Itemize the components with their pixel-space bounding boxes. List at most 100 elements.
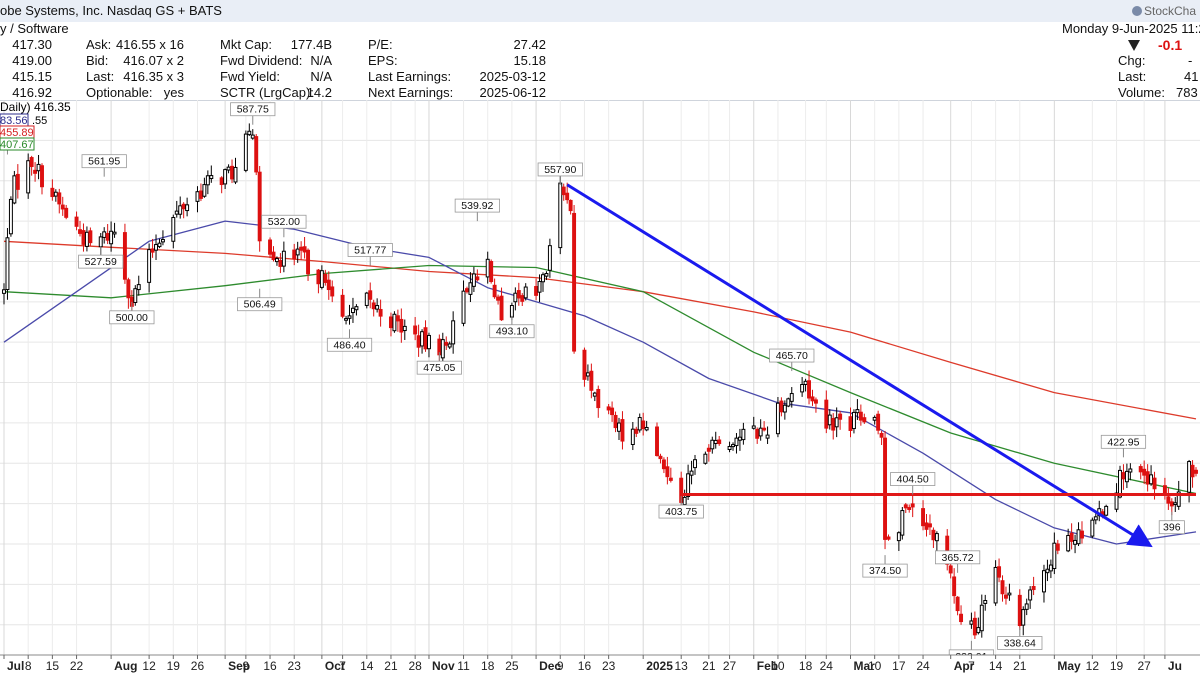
x-tick-label: 26	[191, 659, 205, 673]
candle-up	[226, 166, 231, 171]
candle-down	[330, 286, 335, 297]
ma100-line	[3, 264, 1197, 495]
eps-value: 15.18	[513, 53, 546, 68]
candle-up	[1187, 461, 1192, 493]
candle-down	[278, 260, 283, 267]
candle-down	[1017, 594, 1022, 627]
candle-down	[299, 246, 304, 251]
x-tick-label: 21	[1013, 659, 1027, 673]
candle-up	[247, 130, 252, 136]
x-tick-label: 8	[25, 659, 32, 673]
candle-down	[1166, 496, 1171, 504]
candle-up	[782, 404, 787, 413]
candle-down	[122, 232, 127, 280]
candle-down	[64, 207, 69, 218]
price-annotation: 338.64	[1004, 637, 1036, 649]
mktcap-value: 177.4B	[290, 37, 332, 52]
candle-down	[1142, 468, 1147, 476]
candle-down	[105, 233, 110, 241]
candle-down	[444, 341, 449, 346]
annotation-box	[454, 198, 500, 213]
candle-down	[779, 400, 784, 413]
candle-up	[834, 417, 839, 428]
x-tick-label: 14	[989, 659, 1003, 673]
annotation-box	[537, 162, 583, 177]
candle-up	[872, 416, 877, 421]
candle-down	[423, 327, 428, 350]
candle-up	[689, 470, 694, 476]
candle-up	[934, 533, 939, 542]
x-tick-label: May	[1057, 659, 1081, 673]
candle-up	[12, 175, 17, 204]
x-tick-label: 7	[339, 659, 346, 673]
candle-up	[851, 411, 856, 430]
moving-average-layer	[3, 220, 1197, 545]
candle-up	[1090, 519, 1095, 537]
candle-up	[205, 175, 210, 186]
candle-up	[440, 339, 445, 359]
candle-up	[354, 306, 359, 311]
candle-down	[1069, 532, 1074, 542]
candle-up	[786, 398, 791, 407]
down-arrow-icon	[1128, 40, 1140, 51]
candle-up	[364, 292, 369, 306]
candle-up	[737, 436, 742, 441]
candle-down	[706, 447, 711, 452]
candle-down	[388, 316, 393, 329]
candle-down	[126, 279, 131, 299]
price-annotation: 396	[1163, 522, 1181, 534]
ma-value-tag-1: 83.56	[0, 113, 29, 127]
candle-up	[713, 439, 718, 444]
annotation-box	[1100, 434, 1147, 449]
candle-up	[900, 510, 905, 536]
candle-up	[178, 205, 183, 215]
candle-down	[1000, 580, 1005, 595]
candle-down	[40, 165, 44, 188]
candle-up	[547, 245, 552, 271]
candle-down	[1055, 543, 1060, 551]
x-tick-label: 11	[457, 659, 470, 673]
candle-down	[952, 576, 957, 597]
candle-down	[268, 239, 273, 255]
annotation-box	[769, 348, 815, 363]
candle-up	[171, 217, 176, 242]
candle-up	[427, 334, 431, 350]
candle-up	[154, 244, 158, 251]
x-tick-label: 23	[602, 659, 616, 673]
candle-up	[1007, 592, 1012, 596]
candle-down	[661, 459, 666, 470]
candle-down	[810, 396, 815, 402]
candle-down	[1194, 469, 1198, 474]
candle-up	[26, 160, 31, 194]
candle-up	[209, 175, 214, 180]
candle-up	[102, 231, 107, 238]
candle-down	[413, 325, 418, 335]
annotation-box	[997, 636, 1043, 650]
candle-up	[1024, 603, 1029, 610]
annotation-box	[489, 324, 535, 339]
candle-down	[198, 190, 203, 199]
candle-up	[558, 182, 563, 249]
x-tick-label: 18	[799, 659, 813, 673]
x-tick-label: 13	[675, 659, 689, 673]
x-tick-label: 9	[243, 659, 250, 673]
candle-up	[112, 231, 117, 235]
candle-down	[921, 508, 926, 527]
x-tick-label: 10	[771, 659, 785, 673]
price-annotation: 475.05	[423, 362, 455, 374]
candle-down	[762, 427, 767, 431]
candle-up	[751, 425, 756, 429]
candle-down	[181, 203, 186, 210]
candle-down	[150, 248, 155, 253]
candle-down	[1080, 530, 1084, 539]
right-last-label: Last:	[1118, 69, 1147, 84]
annotation-box	[347, 243, 393, 257]
candle-down	[416, 335, 421, 348]
candle-up	[993, 566, 998, 604]
candle-up	[174, 210, 179, 215]
brand-text: StockCha	[1144, 4, 1197, 18]
candle-down	[465, 288, 469, 293]
x-tick-label: 12	[142, 659, 156, 673]
candle-down	[1145, 471, 1150, 485]
eps-label: EPS:	[368, 53, 398, 68]
